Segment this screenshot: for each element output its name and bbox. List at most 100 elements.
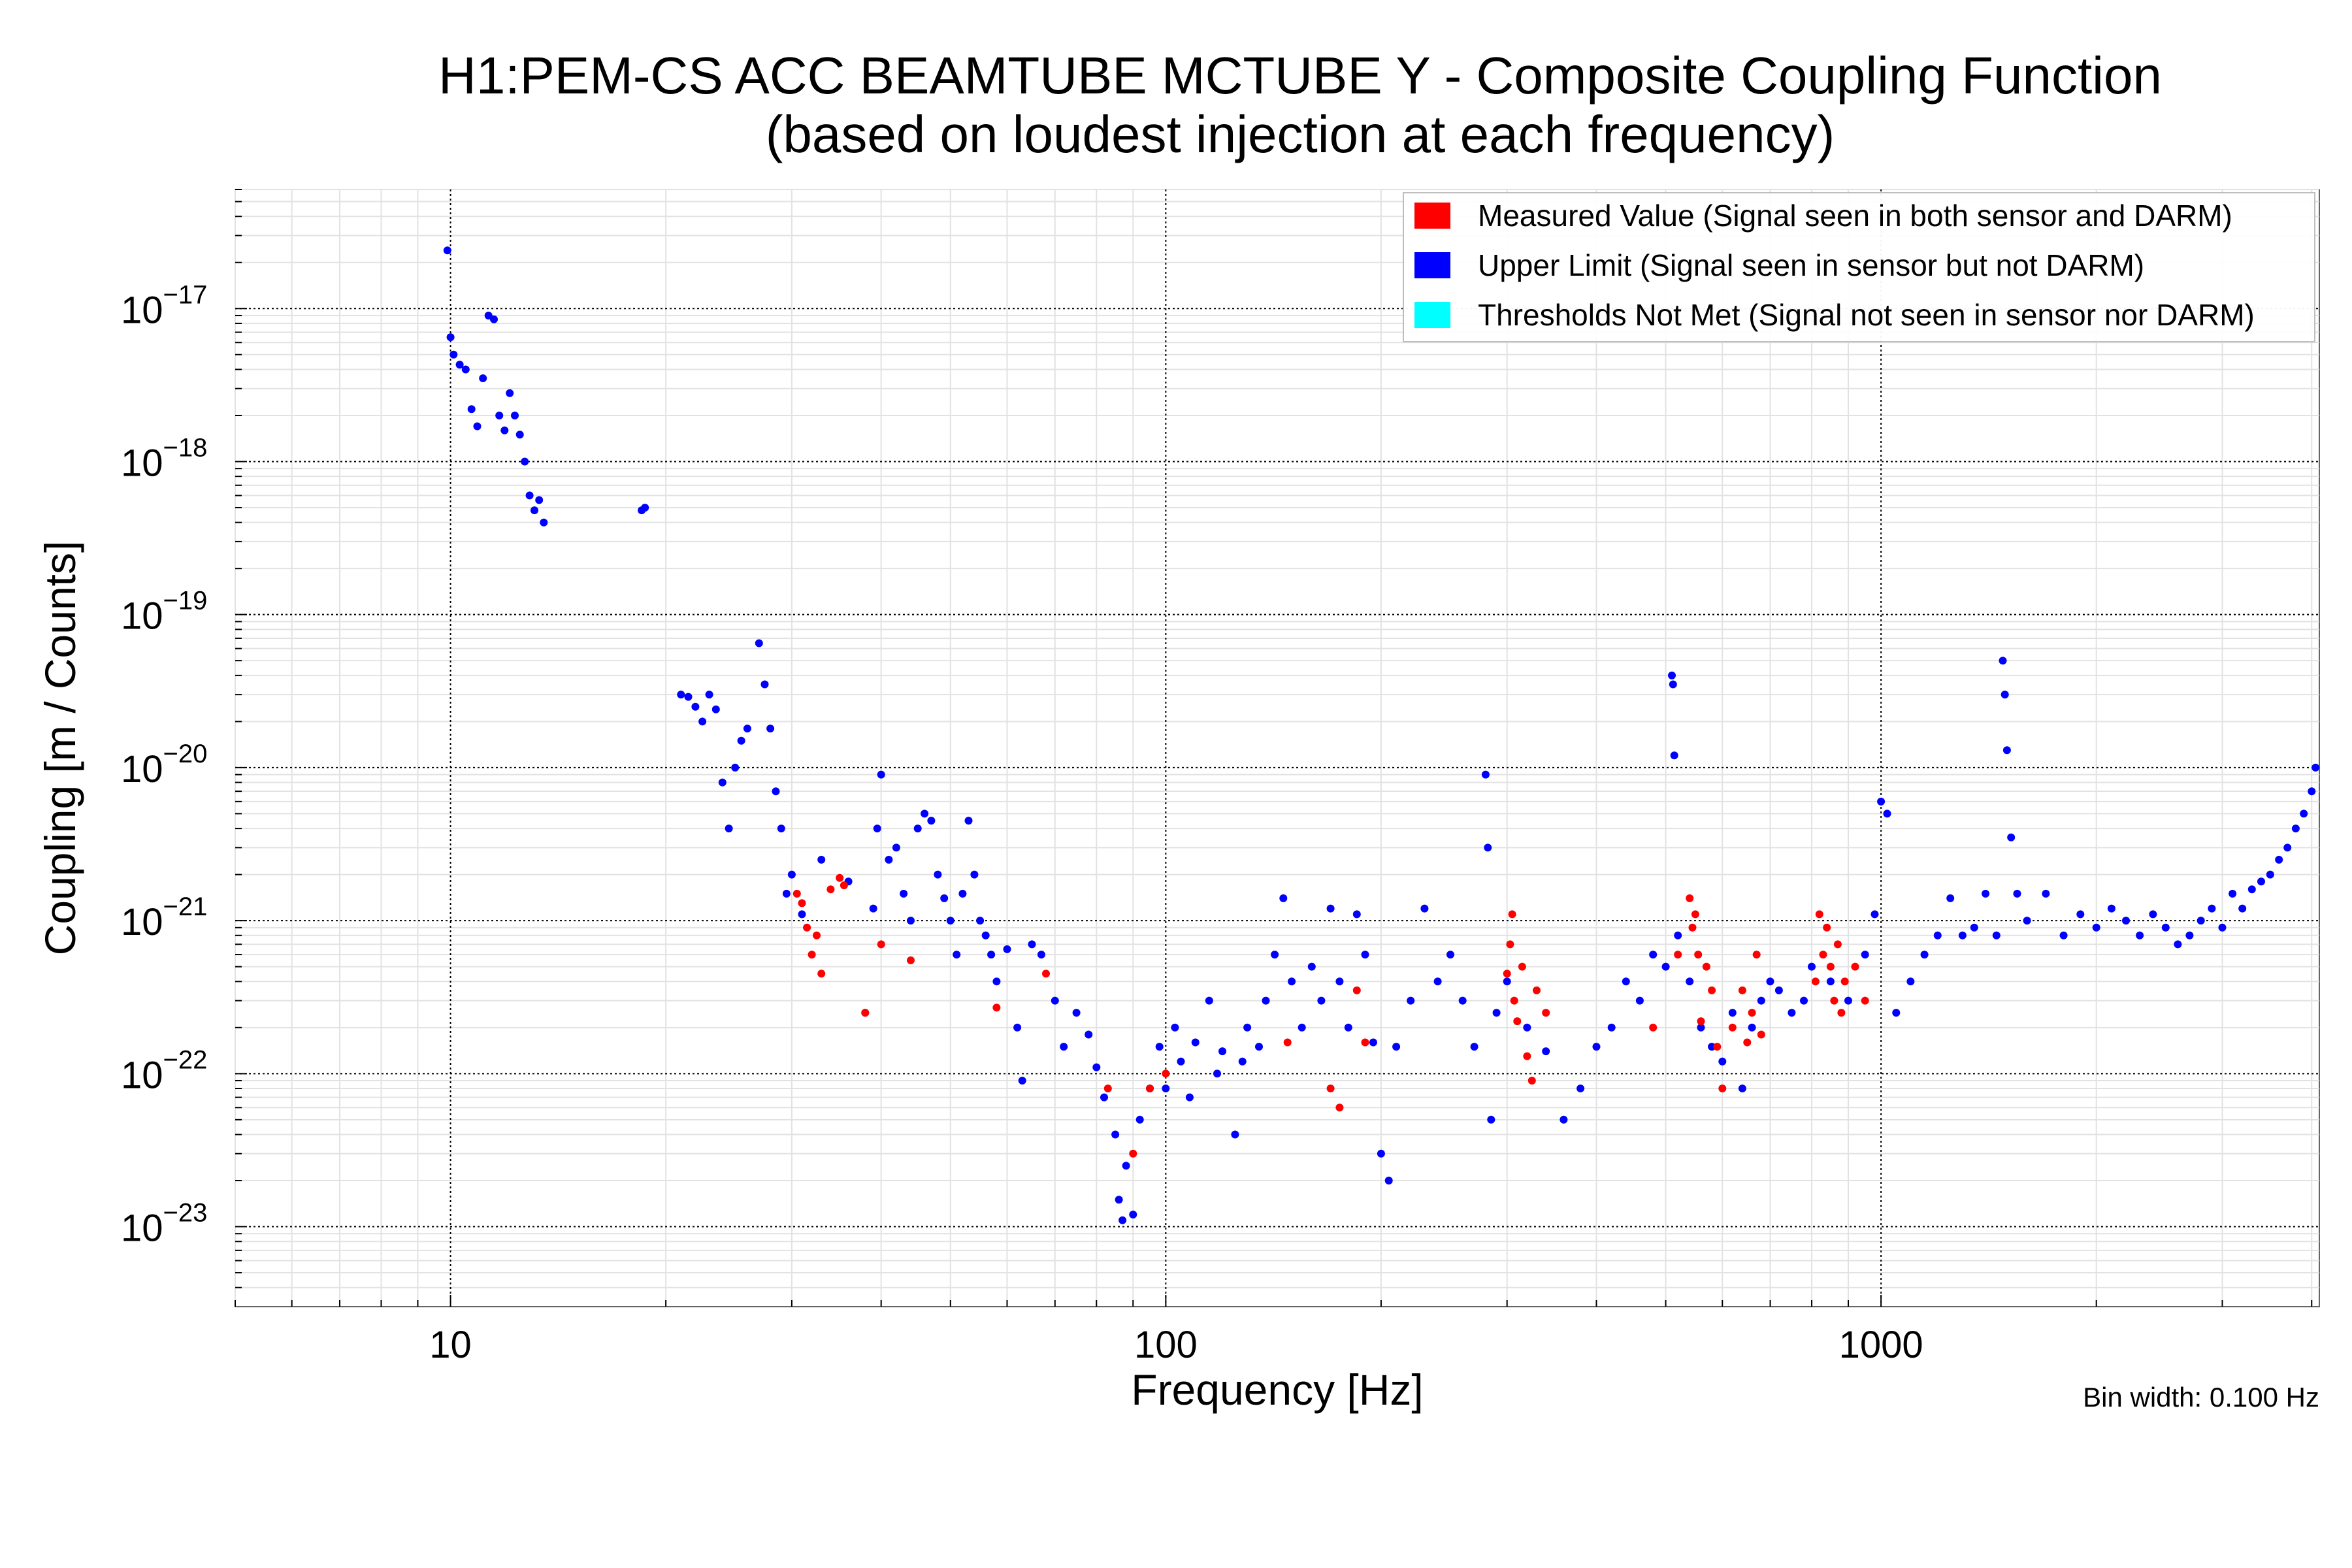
data-point	[1115, 1196, 1123, 1204]
data-point	[2257, 877, 2265, 886]
data-point	[1111, 1130, 1120, 1139]
data-point	[705, 691, 713, 699]
x-tick-label: 1000	[1839, 1324, 1923, 1366]
data-point	[1920, 951, 1929, 959]
data-point	[1361, 951, 1369, 959]
data-point	[869, 904, 877, 913]
data-point	[1774, 986, 1783, 994]
data-point	[1271, 951, 1279, 959]
data-point	[2174, 940, 2182, 949]
data-point	[1748, 1023, 1756, 1032]
data-point	[1958, 931, 1967, 939]
legend-label: Thresholds Not Met (Signal not seen in s…	[1478, 298, 2255, 332]
data-point	[772, 787, 780, 796]
data-point	[1728, 1023, 1737, 1032]
data-point	[808, 951, 816, 959]
data-point	[1508, 910, 1516, 919]
data-point	[1708, 1043, 1716, 1051]
data-point	[1051, 996, 1059, 1005]
data-point	[970, 870, 979, 879]
data-point	[2149, 910, 2157, 919]
data-point	[525, 491, 534, 500]
data-point	[913, 825, 922, 833]
data-point	[540, 518, 548, 527]
y-tick-label: 10−21	[121, 892, 207, 943]
data-point	[1262, 996, 1270, 1005]
data-point	[1748, 1009, 1756, 1017]
data-point	[731, 763, 740, 772]
data-point	[1688, 923, 1697, 932]
data-point	[2136, 931, 2144, 939]
data-point	[2308, 787, 2316, 796]
data-point	[1861, 951, 1869, 959]
data-point	[506, 389, 514, 397]
data-point	[981, 931, 990, 939]
data-point	[817, 855, 826, 864]
data-point	[1800, 996, 1808, 1005]
data-point	[1100, 1093, 1108, 1102]
data-points	[443, 246, 2320, 1224]
data-point	[1344, 1023, 1352, 1032]
y-tick-label: 10−17	[121, 280, 207, 331]
data-point	[1481, 770, 1490, 779]
data-point	[1669, 680, 1677, 689]
data-point	[1819, 951, 1827, 959]
data-point	[1542, 1047, 1550, 1056]
data-point	[798, 910, 806, 919]
data-point	[992, 1004, 1001, 1012]
bin-width-note: Bin width: 0.100 Hz	[2083, 1382, 2319, 1413]
data-point	[2122, 917, 2130, 925]
data-point	[1892, 1009, 1901, 1017]
data-point	[711, 705, 720, 713]
data-point	[1018, 1077, 1026, 1085]
data-point	[1060, 1043, 1068, 1051]
legend-label: Upper Limit (Signal seen in sensor but n…	[1478, 248, 2144, 282]
data-point	[1369, 1038, 1377, 1047]
data-point	[743, 725, 751, 733]
data-point	[787, 870, 796, 879]
data-point	[1702, 962, 1710, 971]
data-point	[1883, 809, 1891, 818]
data-point	[2229, 889, 2237, 898]
data-point	[940, 894, 949, 902]
data-point	[1870, 910, 1879, 919]
data-point	[725, 825, 733, 833]
data-point	[1231, 1130, 1239, 1139]
data-point	[698, 717, 707, 726]
data-point	[1298, 1023, 1306, 1032]
data-point	[1757, 996, 1765, 1005]
legend-swatch	[1414, 302, 1450, 328]
data-point	[1103, 1085, 1112, 1092]
data-point	[1970, 923, 1978, 932]
data-point	[927, 817, 936, 825]
data-point	[2291, 825, 2300, 833]
data-point	[1851, 962, 1859, 971]
data-point	[1288, 977, 1296, 986]
data-point	[760, 680, 769, 689]
data-point	[1129, 1211, 1137, 1218]
data-point	[2023, 917, 2031, 925]
data-point	[1407, 996, 1415, 1005]
data-point	[1129, 1149, 1137, 1158]
data-point	[1815, 910, 1823, 919]
data-point	[1649, 1023, 1658, 1032]
data-point	[2185, 931, 2194, 939]
data-point	[2311, 763, 2320, 772]
data-point	[2013, 889, 2021, 898]
data-point	[907, 917, 915, 925]
data-point	[777, 825, 785, 833]
data-point	[1523, 1052, 1531, 1060]
data-point	[1171, 1023, 1179, 1032]
data-point	[1135, 1115, 1144, 1124]
data-point	[1738, 1085, 1746, 1092]
data-point	[1205, 996, 1213, 1005]
data-point	[1946, 894, 1955, 902]
data-point	[1523, 1023, 1531, 1032]
data-point	[1072, 1009, 1081, 1017]
data-point	[1162, 1085, 1170, 1092]
data-point	[1743, 1038, 1752, 1047]
data-point	[1752, 951, 1761, 959]
data-point	[976, 917, 985, 925]
data-point	[1622, 977, 1630, 986]
data-point	[1906, 977, 1915, 986]
